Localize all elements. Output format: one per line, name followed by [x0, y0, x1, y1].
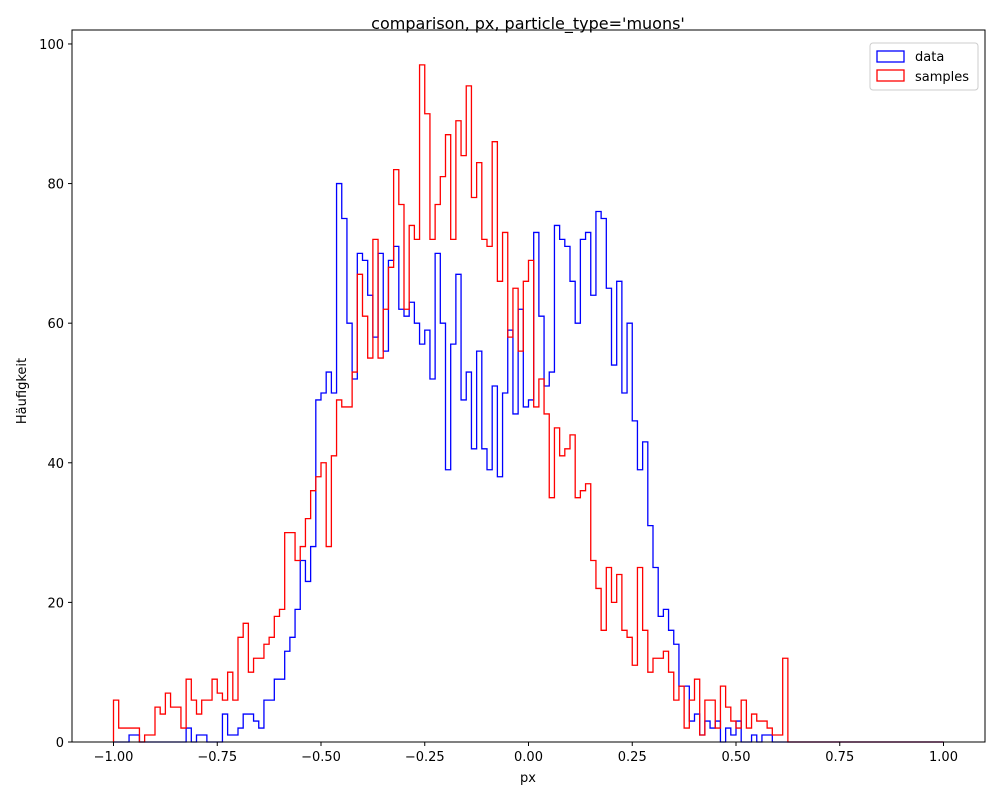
y-axis-ticks: 0 20 40 60 80 100 — [39, 38, 72, 751]
chart-title: comparison, px, particle_type='muons' — [371, 14, 685, 34]
plot-area: −1.00 −0.75 −0.50 −0.25 0.00 0.25 0.50 0.75 1.00… — [39, 29, 986, 765]
series-layer — [112, 64, 944, 743]
legend-swatch-samples — [876, 69, 905, 82]
y-tick-label: 60 — [47, 317, 64, 332]
y-axis-label: Häufigkeit — [15, 358, 30, 424]
y-tick-label: 100 — [39, 38, 64, 53]
y-tick-label: 80 — [47, 178, 64, 193]
y-tick-label: 40 — [47, 457, 64, 472]
x-axis-ticks: −1.00 −0.75 −0.50 −0.25 0.00 0.25 0.50 0.75 1.00 — [94, 742, 958, 765]
y-tick-label: 20 — [47, 596, 64, 611]
x-tick-label: −0.75 — [197, 750, 237, 765]
x-axis-label: px — [520, 771, 536, 786]
series-samples — [112, 64, 944, 743]
x-tick-label: −0.25 — [405, 750, 445, 765]
x-tick-label: 0.75 — [825, 750, 854, 765]
x-tick-label: 0.50 — [722, 750, 751, 765]
legend-label-data: data — [915, 50, 944, 65]
x-tick-label: 1.00 — [929, 750, 958, 765]
x-tick-label: 0.00 — [514, 750, 543, 765]
legend-box — [869, 42, 979, 91]
legend: data samples — [869, 42, 979, 91]
legend-swatch-data — [876, 50, 905, 63]
y-tick-label: 0 — [56, 736, 64, 751]
legend-label-samples: samples — [915, 70, 969, 85]
x-tick-label: 0.25 — [618, 750, 647, 765]
x-tick-label: −0.50 — [301, 750, 341, 765]
series-data — [113, 182, 944, 743]
x-tick-label: −1.00 — [94, 750, 134, 765]
